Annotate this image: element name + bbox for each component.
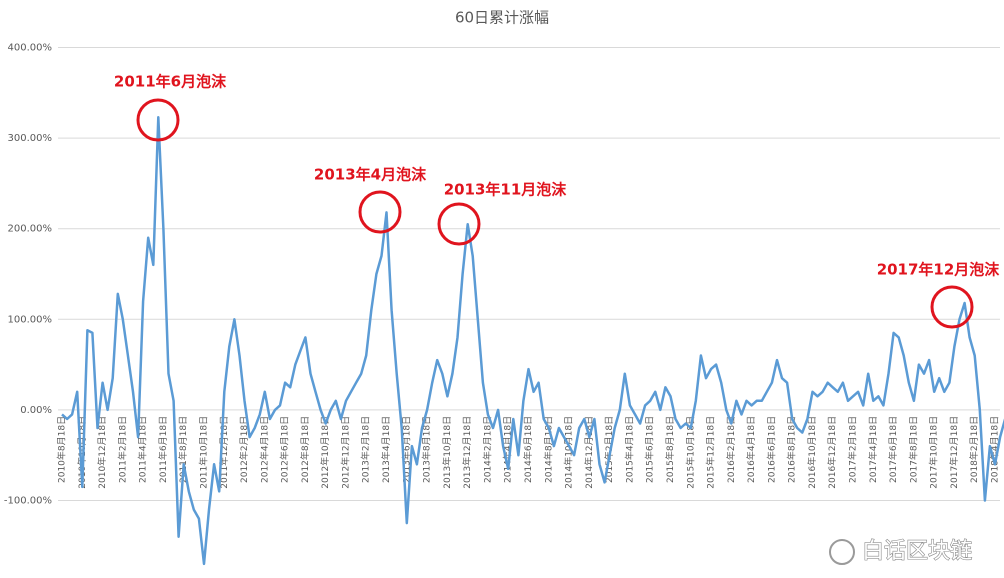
annotation: 2011年6月泡沫 [114, 73, 227, 91]
x-tick-label: 2014年6月18日 [522, 416, 534, 483]
x-tick-label: 2010年12月18日 [96, 416, 108, 489]
x-tick-label: 2016年4月18日 [745, 416, 757, 483]
x-tick-label: 2011年10月18日 [197, 416, 209, 489]
y-tick-label: 400.00% [8, 43, 53, 54]
x-tick-label: 2011年6月18日 [157, 416, 169, 483]
highlight-circle [437, 202, 481, 246]
x-tick-label: 2016年12月18日 [826, 416, 838, 489]
x-tick-label: 2016年10月18日 [806, 416, 818, 489]
y-tick-label: 100.00% [8, 314, 53, 325]
x-tick-label: 2015年4月18日 [623, 416, 635, 483]
x-tick-label: 2018年2月18日 [968, 416, 980, 483]
x-tick-label: 2012年12月18日 [339, 416, 351, 489]
x-tick-label: 2011年2月18日 [116, 416, 128, 483]
x-tick-label: 2010年8月18日 [56, 416, 68, 483]
annotation: 2017年12月泡沫 [877, 261, 1001, 279]
x-tick-label: 2017年4月18日 [867, 416, 879, 483]
x-tick-label: 2014年12月18日 [583, 416, 595, 489]
highlight-circle [358, 190, 402, 234]
x-tick-label: 2012年4月18日 [258, 416, 270, 483]
y-tick-label: 200.00% [8, 224, 53, 235]
x-tick-label: 2018年4月18日 [989, 416, 1001, 483]
x-tick-label: 2015年6月18日 [644, 416, 656, 483]
x-tick-label: 2016年2月18日 [725, 416, 737, 483]
x-tick-label: 2017年10月18日 [928, 416, 940, 489]
x-tick-label: 2016年6月18日 [765, 416, 777, 483]
highlight-circle [930, 285, 974, 329]
x-tick-label: 2012年8月18日 [299, 416, 311, 483]
x-tick-label: 2017年6月18日 [887, 416, 899, 483]
x-tick-label: 2013年10月18日 [441, 416, 453, 489]
x-tick-label: 2015年8月18日 [664, 416, 676, 483]
x-tick-label: 2011年8月18日 [177, 416, 189, 483]
watermark: 白话区块链 [862, 539, 972, 564]
y-tick-label: -100.00% [4, 496, 52, 507]
y-tick-label: 0.00% [20, 405, 52, 416]
x-tick-label: 2012年10月18日 [319, 416, 331, 489]
x-tick-label: 2016年8月18日 [786, 416, 798, 483]
x-tick-label: 2017年12月18日 [948, 416, 960, 489]
x-tick-label: 2017年8月18日 [907, 416, 919, 483]
data-line [61, 116, 1004, 566]
x-tick-label: 2017年2月18日 [847, 416, 859, 483]
annotation: 2013年4月泡沫 [314, 166, 427, 184]
x-tick-label: 2014年10月18日 [563, 416, 575, 489]
annotation: 2013年11月泡沫 [444, 181, 568, 199]
highlight-circle [136, 98, 180, 142]
x-tick-label: 2012年6月18日 [279, 416, 291, 483]
x-tick-label: 2011年4月18日 [137, 416, 149, 483]
x-tick-label: 2014年2月18日 [481, 416, 493, 483]
watermark-logo [829, 539, 855, 565]
x-tick-label: 2015年10月18日 [684, 416, 696, 489]
chart-title: 60日累计涨幅 [455, 9, 549, 27]
x-tick-label: 2013年12月18日 [461, 416, 473, 489]
x-tick-label: 2013年8月18日 [421, 416, 433, 483]
x-tick-label: 2015年12月18日 [705, 416, 717, 489]
y-tick-label: 300.00% [8, 133, 53, 144]
x-tick-label: 2013年2月18日 [360, 416, 372, 483]
x-tick-label: 2012年2月18日 [238, 416, 250, 483]
x-tick-label: 2013年4月18日 [380, 416, 392, 483]
x-tick-label: 2015年2月18日 [603, 416, 615, 483]
